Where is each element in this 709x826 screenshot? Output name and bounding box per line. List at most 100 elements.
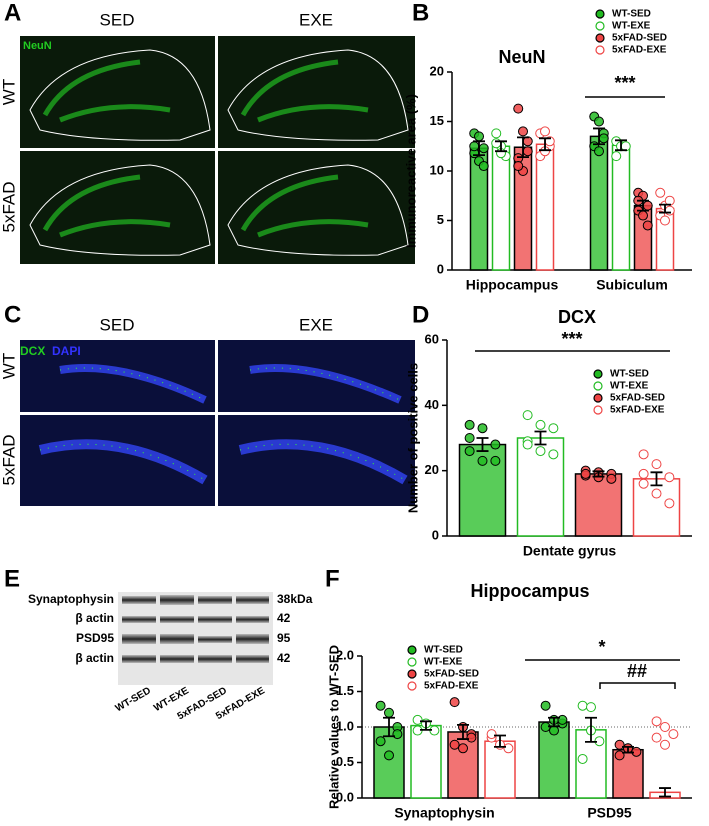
y-tick-label: 0	[432, 527, 439, 542]
legend-marker	[595, 33, 605, 43]
data-point	[651, 716, 662, 727]
data-point	[449, 739, 460, 750]
significance-label: *	[598, 637, 605, 657]
y-tick-label: 0.5	[336, 754, 354, 769]
data-point	[458, 743, 468, 754]
data-point	[478, 161, 489, 172]
legend-label: 5xFAD-EXE	[612, 45, 667, 56]
data-point	[464, 419, 475, 430]
data-point	[384, 750, 394, 761]
panel-label: D	[412, 301, 429, 328]
data-point	[638, 449, 649, 460]
data-point	[638, 210, 648, 221]
data-point	[469, 141, 480, 152]
column-label: SED	[100, 10, 135, 29]
x-tick-label: Hippocampus	[466, 277, 559, 293]
data-point	[594, 116, 604, 127]
data-point	[594, 146, 604, 157]
data-point	[642, 200, 653, 211]
data-point	[522, 439, 533, 450]
legend-label: 5xFAD-SED	[612, 33, 667, 44]
data-point	[486, 729, 497, 740]
legend-marker	[593, 381, 603, 391]
micrograph	[20, 340, 415, 506]
data-point	[375, 700, 386, 711]
data-point	[522, 410, 533, 421]
error-bar	[592, 470, 605, 478]
data-point	[491, 138, 502, 149]
data-point	[642, 220, 653, 231]
protein-label: β actin	[75, 651, 114, 665]
error-bar	[420, 720, 432, 731]
legend-label: 5xFAD-SED	[610, 393, 665, 404]
error-bar	[637, 199, 649, 212]
error-bar	[615, 139, 627, 152]
error-bar	[494, 734, 506, 748]
data-point	[513, 161, 524, 172]
data-point	[664, 472, 675, 483]
y-tick-label: 2.0	[336, 647, 354, 662]
panel-label: C	[4, 301, 21, 328]
data-point	[655, 187, 666, 198]
legend-marker	[407, 645, 417, 655]
panel-label: F	[325, 565, 340, 592]
legend-label: 5xFAD-EXE	[610, 405, 665, 416]
row-label: WT	[0, 353, 18, 379]
data-point	[668, 729, 679, 740]
data-point	[548, 423, 559, 434]
stain-label: DAPI	[52, 344, 81, 358]
data-point	[614, 739, 625, 750]
column-label: EXE	[299, 315, 333, 334]
data-point	[651, 732, 662, 743]
panel-label: A	[4, 0, 21, 26]
legend-label: WT-EXE	[610, 381, 649, 392]
error-bar	[476, 437, 489, 452]
error-bar	[495, 140, 507, 153]
legend-label: WT-SED	[612, 9, 651, 20]
data-point	[614, 750, 625, 761]
y-axis-label: Relative values to WT-SED	[326, 645, 341, 809]
data-point	[557, 714, 568, 725]
y-tick-label: 0	[437, 261, 444, 276]
western-blot	[118, 592, 273, 685]
error-bar	[659, 203, 671, 214]
size-label: 42	[277, 651, 291, 665]
legend-label: WT-SED	[424, 645, 463, 656]
data-point	[535, 419, 546, 430]
data-point	[549, 725, 559, 736]
data-point	[651, 488, 662, 499]
data-point	[651, 459, 662, 470]
panel-label: B	[412, 0, 429, 26]
data-point	[638, 468, 649, 479]
x-tick-label: Synaptophysin	[394, 805, 494, 821]
protein-label: PSD95	[76, 631, 114, 645]
significance-line	[599, 682, 676, 689]
dcx-images: SED EXE WT 5xFAD DCX DAPI	[0, 315, 415, 506]
data-point	[660, 215, 670, 226]
legend-label: WT-EXE	[424, 657, 463, 668]
data-point	[598, 133, 609, 144]
data-point	[638, 478, 649, 489]
legend-marker	[595, 9, 605, 19]
y-tick-label: 60	[425, 331, 439, 346]
row-label: WT	[0, 79, 18, 105]
y-tick-label: 15	[430, 113, 444, 128]
data-point	[577, 700, 588, 711]
size-label: 95	[277, 631, 291, 645]
data-point	[548, 449, 559, 460]
column-label: EXE	[299, 10, 333, 29]
micrograph	[20, 36, 415, 264]
y-tick-label: 5	[437, 212, 444, 227]
size-label: 42	[277, 611, 291, 625]
error-bar	[593, 127, 605, 146]
error-bar	[659, 787, 671, 798]
data-point	[540, 700, 551, 711]
data-point	[384, 707, 394, 718]
row-label: 5xFAD	[0, 181, 18, 232]
legend-marker	[595, 45, 605, 55]
data-point	[611, 151, 622, 162]
legend-marker	[593, 393, 603, 403]
x-tick-label: Subiculum	[596, 277, 668, 293]
data-point	[660, 722, 670, 732]
